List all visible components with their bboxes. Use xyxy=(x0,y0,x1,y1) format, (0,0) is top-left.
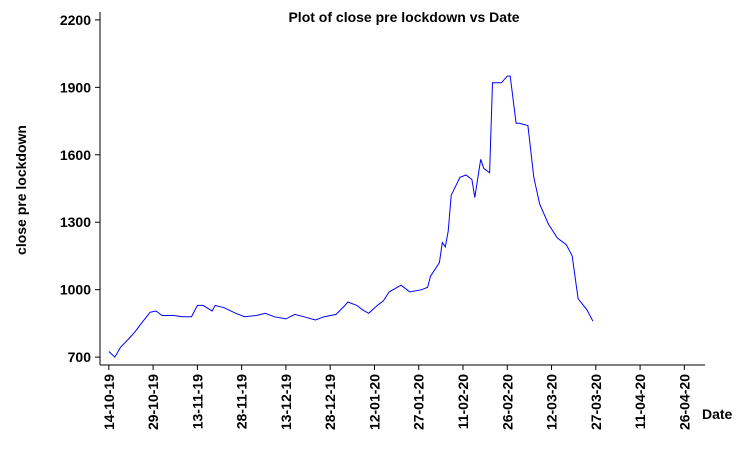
x-tick-label: 28-11-19 xyxy=(234,374,250,429)
y-tick-label: 1300 xyxy=(60,214,91,230)
y-axis-label: close pre lockdown xyxy=(13,125,29,255)
x-tick-label: 26-04-20 xyxy=(676,374,692,430)
x-tick-label: 26-02-20 xyxy=(499,374,515,430)
x-tick-label: 12-03-20 xyxy=(544,374,560,430)
line xyxy=(108,75,594,358)
x-axis-label: Date xyxy=(702,406,733,422)
x-tick-label: 14-10-19 xyxy=(101,374,117,430)
x-tick-label: 27-01-20 xyxy=(411,374,427,430)
x-tick-label: 11-02-20 xyxy=(455,374,471,429)
x-tick-label: 13-11-19 xyxy=(189,374,205,429)
y-tick-label: 1900 xyxy=(60,79,91,95)
x-tick-label: 29-10-19 xyxy=(145,374,161,430)
x-tick-label: 11-04-20 xyxy=(632,374,648,429)
y-tick-label: 1600 xyxy=(60,147,91,163)
x-tick-label: 13-12-19 xyxy=(278,374,294,430)
x-tick-label: 28-12-19 xyxy=(322,374,338,430)
y-tick-label: 700 xyxy=(68,349,92,365)
x-tick-label: 12-01-20 xyxy=(366,374,382,430)
x-tick-label: 27-03-20 xyxy=(588,374,604,430)
chart-title: Plot of close pre lockdown vs Date xyxy=(288,9,519,25)
y-tick-label: 2200 xyxy=(60,12,91,28)
y-tick-label: 1000 xyxy=(60,282,91,298)
